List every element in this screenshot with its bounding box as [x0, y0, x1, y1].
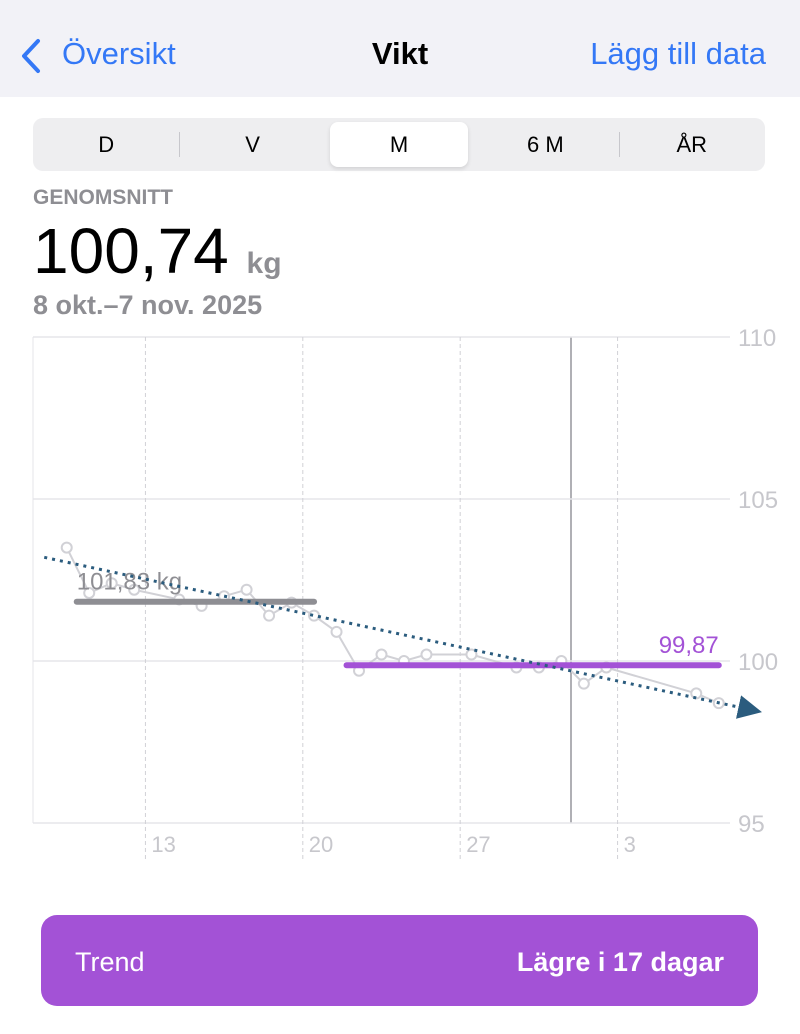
weight-point — [465, 648, 478, 661]
y-tick-label: 105 — [738, 487, 778, 514]
weight-point — [330, 625, 343, 638]
trend-value: Lägre i 17 dagar — [516, 947, 724, 977]
x-tick-label: 20 — [309, 832, 333, 857]
weight-point — [128, 583, 141, 596]
unit: kg — [246, 247, 282, 280]
date-range: 8 okt.–7 nov. 2025 — [33, 290, 263, 320]
add-data-button[interactable]: Lägg till data — [590, 36, 766, 71]
trend-label: Trend — [75, 947, 145, 977]
weight-point — [83, 586, 96, 599]
weight-point — [105, 577, 118, 590]
average-label: 101,83 kg — [77, 569, 182, 596]
segment[interactable]: V — [245, 132, 260, 157]
y-tick-label: 100 — [738, 649, 778, 676]
weight-point — [420, 648, 433, 661]
x-tick-label: 27 — [466, 832, 490, 857]
chart: 95 100 105 110 13 20 27 3 101,83 kg 99,87 — [32, 325, 778, 860]
segment[interactable]: ÅR — [676, 132, 708, 157]
weight-point — [577, 677, 590, 690]
separator — [179, 132, 181, 157]
weight-point — [375, 648, 388, 661]
summary-value: 100,74 kg — [33, 214, 282, 288]
x-tick-label: 3 — [624, 832, 636, 857]
back-chevron[interactable] — [18, 38, 44, 74]
average-value: 100,74 — [33, 215, 229, 287]
back-button[interactable]: Översikt — [62, 36, 176, 71]
x-tick-label: 13 — [151, 832, 175, 857]
weight-point — [60, 541, 73, 554]
weight-point — [263, 609, 276, 622]
nav-title: Vikt — [371, 36, 429, 71]
nav-bar: Översikt Vikt Lägg till data — [0, 0, 800, 97]
segment[interactable]: 6 M — [527, 132, 564, 157]
trend-button[interactable]: Trend Lägre i 17 dagar — [41, 915, 758, 1006]
average-label: 99,87 — [659, 632, 719, 659]
summary-label: GENOMSNITT — [33, 186, 173, 209]
y-tick-label: 95 — [738, 811, 765, 838]
y-tick-label: 110 — [738, 325, 776, 352]
segmented-control: D V M 6 M ÅR — [33, 118, 765, 171]
weight-point — [240, 583, 253, 596]
trend-line — [43, 555, 762, 719]
segment[interactable]: D — [98, 132, 115, 157]
separator — [618, 132, 620, 157]
segment[interactable]: M — [329, 122, 469, 167]
